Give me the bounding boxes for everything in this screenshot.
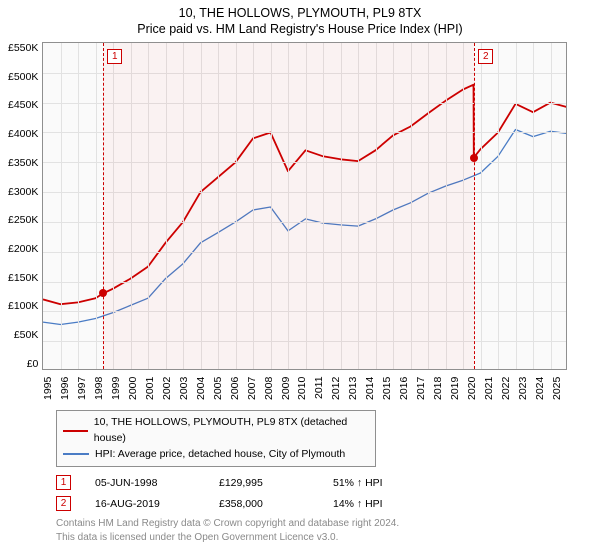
x-axis-tick: 2000 [127,372,144,404]
y-axis: £550K £500K £450K £400K £350K £300K £250K £200K… [8,42,42,370]
legend-label-hpi: HPI: Average price, detached house, City… [95,447,345,463]
legend-label-subject: 10, THE HOLLOWS, PLYMOUTH, PL9 8TX (deta… [94,415,369,447]
x-axis: 1995199619971998199920002001200220032004… [42,372,567,404]
chart-legend: 10, THE HOLLOWS, PLYMOUTH, PL9 8TX (deta… [56,410,376,467]
x-axis-tick: 1997 [76,372,93,404]
x-axis-tick: 1998 [93,372,110,404]
legend-swatch-subject [63,430,88,432]
sale-price: £358,000 [219,498,309,510]
x-axis-tick: 2024 [534,372,551,404]
event-marker: 1 [107,49,122,64]
x-axis-tick: 1995 [42,372,59,404]
sale-row: 1 05-JUN-1998 £129,995 51% ↑ HPI [56,475,592,490]
chart-title: 10, THE HOLLOWS, PLYMOUTH, PL9 8TX [8,6,592,20]
x-axis-tick: 2007 [246,372,263,404]
y-axis-tick: £550K [8,42,38,54]
legend-swatch-hpi [63,453,89,455]
legend-row-hpi: HPI: Average price, detached house, City… [63,447,369,463]
y-axis-tick: £500K [8,71,38,83]
event-dot [99,289,107,297]
sale-date: 05-JUN-1998 [95,477,195,489]
x-axis-tick: 2019 [449,372,466,404]
x-axis-tick: 2002 [161,372,178,404]
footer-text: Contains HM Land Registry data © Crown c… [56,517,592,544]
y-axis-tick: £200K [8,243,38,255]
x-axis-tick: 2005 [212,372,229,404]
sale-delta: 14% ↑ HPI [333,498,383,510]
sales-list: 1 05-JUN-1998 £129,995 51% ↑ HPI 2 16-AUG-201… [56,475,592,511]
y-axis-tick: £0 [8,358,38,370]
sale-row: 2 16-AUG-2019 £358,000 14% ↑ HPI [56,496,592,511]
x-axis-tick: 2010 [296,372,313,404]
chart-container: 10, THE HOLLOWS, PLYMOUTH, PL9 8TX Price… [0,0,600,548]
chart-area: £550K £500K £450K £400K £350K £300K £250K £200K… [8,42,592,404]
legend-row-subject: 10, THE HOLLOWS, PLYMOUTH, PL9 8TX (deta… [63,415,369,447]
y-axis-tick: £300K [8,186,38,198]
y-axis-tick: £150K [8,272,38,284]
y-axis-tick: £400K [8,128,38,140]
x-axis-tick: 2004 [195,372,212,404]
x-axis-tick: 2013 [347,372,364,404]
sale-marker: 1 [56,475,71,490]
x-axis-tick: 2003 [178,372,195,404]
x-axis-tick: 2023 [517,372,534,404]
x-axis-tick: 2011 [313,372,330,404]
x-axis-tick: 1996 [59,372,76,404]
y-axis-tick: £100K [8,300,38,312]
sale-delta: 51% ↑ HPI [333,477,383,489]
event-marker: 2 [478,49,493,64]
x-axis-tick: 2008 [263,372,280,404]
x-axis-tick: 2006 [229,372,246,404]
x-axis-tick: 2014 [364,372,381,404]
x-axis-tick: 2020 [466,372,483,404]
sale-marker: 2 [56,496,71,511]
y-axis-tick: £50K [8,329,38,341]
x-axis-tick: 2025 [551,372,568,404]
y-axis-tick: £250K [8,214,38,226]
sale-price: £129,995 [219,477,309,489]
footer-line-1: Contains HM Land Registry data © Crown c… [56,517,592,531]
x-axis-tick: 2009 [280,372,297,404]
x-axis-tick: 2016 [398,372,415,404]
x-axis-tick: 2018 [432,372,449,404]
chart-subtitle: Price paid vs. HM Land Registry's House … [8,22,592,36]
y-axis-tick: £450K [8,99,38,111]
x-axis-tick: 2001 [144,372,161,404]
footer-line-2: This data is licensed under the Open Gov… [56,531,592,545]
x-axis-tick: 2012 [330,372,347,404]
x-axis-tick: 1999 [110,372,127,404]
x-axis-tick: 2021 [483,372,500,404]
x-axis-tick: 2015 [381,372,398,404]
sale-date: 16-AUG-2019 [95,498,195,510]
event-dot [470,154,478,162]
x-axis-tick: 2017 [415,372,432,404]
plot-region: 12 [42,42,567,370]
y-axis-tick: £350K [8,157,38,169]
x-axis-tick: 2022 [500,372,517,404]
